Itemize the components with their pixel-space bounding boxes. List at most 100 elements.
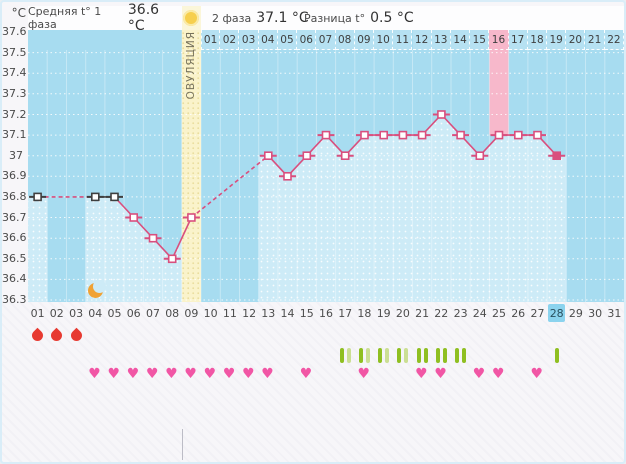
cycle-day-cell[interactable]: 10 [203,306,218,320]
y-axis-tick-label: 37 [9,148,23,162]
phase2-day-cell: 05 [277,30,298,50]
temp-point-day-6[interactable] [125,213,143,222]
ovulation-band [181,30,201,302]
cycle-day-cell[interactable]: 09 [184,306,199,320]
temp-point-day-20[interactable] [394,130,412,140]
cycle-day-cell[interactable]: 12 [242,306,257,320]
month-separator [181,429,183,460]
temp-point-day-18[interactable] [356,130,373,140]
phase2-day-cell: 06 [297,30,317,50]
ovulation-test-icon-positive [435,348,447,363]
ovulation-band-label-wrap: ОВУЛЯЦИЯ [182,31,201,99]
cycle-day-cell[interactable]: 03 [69,306,84,320]
cycle-day-cell[interactable]: 29 [568,306,583,320]
phase2-day-cell: 03 [239,30,259,50]
temp-point-day-16[interactable] [317,130,335,140]
cycle-day-cell[interactable]: 05 [107,306,122,320]
phase1-label: Средняя t° 1 фаза [28,5,102,31]
cycle-day-cell[interactable]: 20 [395,306,410,320]
temp-point-day-5[interactable] [106,192,123,202]
cycle-day-cell[interactable]: 06 [126,306,141,320]
moon-icon [87,280,106,298]
phase2-day-cell: 07 [316,30,336,50]
y-axis-tick-label: 37.2 [2,107,27,121]
temp-point-day-19[interactable] [375,130,393,140]
cycle-day-cell[interactable]: 22 [434,306,449,320]
column-separators [46,50,606,302]
temp-point-day-21[interactable] [413,130,431,140]
cycle-day-cell[interactable]: 01 [30,306,45,320]
intercourse-heart-icon: ♥ [530,366,544,382]
intercourse-heart-icon: ♥ [242,366,255,382]
y-axis-tick-label: 36.3 [2,293,27,306]
y-axis-tick-label: 36.7 [2,210,27,224]
cycle-day-cell[interactable]: 18 [357,306,372,320]
temp-point-day-17[interactable] [336,151,354,160]
cycle-day-cell[interactable]: 15 [299,306,314,320]
intercourse-heart-icon: ♥ [126,366,140,382]
ovulation-test-icon-negative [339,348,351,363]
y-axis-tick-label: 36.5 [2,251,27,265]
cycle-day-cell[interactable]: 21 [415,306,430,320]
phase2-day-cell: 22 [604,30,624,50]
cycle-day-cell[interactable]: 16 [318,306,333,320]
phase2-day-cell: 09 [354,30,374,50]
cycle-day-cell[interactable]: 24 [472,306,487,320]
intercourse-heart-icon: ♥ [357,366,371,382]
cycle-day-cell[interactable]: 25 [491,306,506,320]
y-axis-tick-label: 37.5 [2,45,27,59]
temp-point-day-9[interactable] [182,213,200,222]
intercourse-heart-icon: ♥ [146,366,159,382]
intercourse-heart-icon: ♥ [472,366,486,382]
cycle-day-cell[interactable]: 26 [511,306,526,320]
phase2-day-cell: 21 [585,30,605,50]
temp-point-day-23[interactable] [452,130,470,140]
temp-point-day-25[interactable] [490,130,508,140]
temp-point-day-13[interactable] [259,151,277,160]
temp-point-day-7[interactable] [144,233,162,243]
cycle-day-cell[interactable]: 27 [530,306,545,320]
unit-label: °C [11,6,26,20]
cycle-day-cell[interactable]: 02 [49,306,64,320]
temp-point-day-15[interactable] [298,151,316,160]
phase2-day-cell: 18 [527,30,548,50]
ovulation-test-icon-single [554,348,559,363]
diff-value: 0.5 °C [370,10,414,26]
temp-point-day-27[interactable] [529,130,546,140]
cycle-day-cell[interactable]: 13 [261,306,276,320]
cycle-day-cell[interactable]: 23 [453,306,468,320]
cycle-day-cell[interactable]: 28 [548,304,566,322]
phase2-value: 37.1 °C [256,10,309,26]
cycle-day-cell[interactable]: 17 [338,306,353,320]
cycle-day-cell[interactable]: 19 [376,306,391,320]
ovulation-test-icon-negative [397,348,409,363]
temp-point-day-22[interactable] [432,110,450,119]
y-axis-tick-label: 36.4 [2,272,27,286]
cycle-day-cell[interactable]: 14 [280,306,295,320]
temp-point-day-14[interactable] [279,172,296,181]
temp-point-day-8[interactable] [163,254,181,264]
intercourse-heart-icon: ♥ [261,366,274,382]
cycle-day-cell[interactable]: 04 [88,306,103,320]
cycle-day-cell[interactable]: 31 [607,306,622,320]
temp-point-day-4[interactable] [86,192,104,202]
phase2-day-cell: 11 [393,30,413,50]
temp-point-day-24[interactable] [471,151,489,160]
intercourse-heart-icon: ♥ [434,366,447,382]
ovulation-test-icon-negative [378,348,390,363]
y-axis-tick-label: 37.1 [2,128,27,142]
y-axis-tick-label: 37.6 [2,25,27,38]
phase2-day-cell: 04 [258,30,278,50]
menstruation-drop-icon [68,327,84,344]
temp-point-day-28[interactable] [548,151,566,160]
temp-point-day-1[interactable] [29,192,47,202]
gridlines [28,52,624,301]
cycle-day-cell[interactable]: 30 [588,306,603,320]
cycle-day-cell[interactable]: 08 [165,306,180,320]
cycle-day-cell[interactable]: 11 [222,306,237,320]
ovulation-test-icon-negative [359,348,370,363]
cycle-day-cell[interactable]: 07 [145,306,160,320]
temp-point-day-26[interactable] [509,130,527,140]
intercourse-heart-icon: ♥ [299,366,313,382]
